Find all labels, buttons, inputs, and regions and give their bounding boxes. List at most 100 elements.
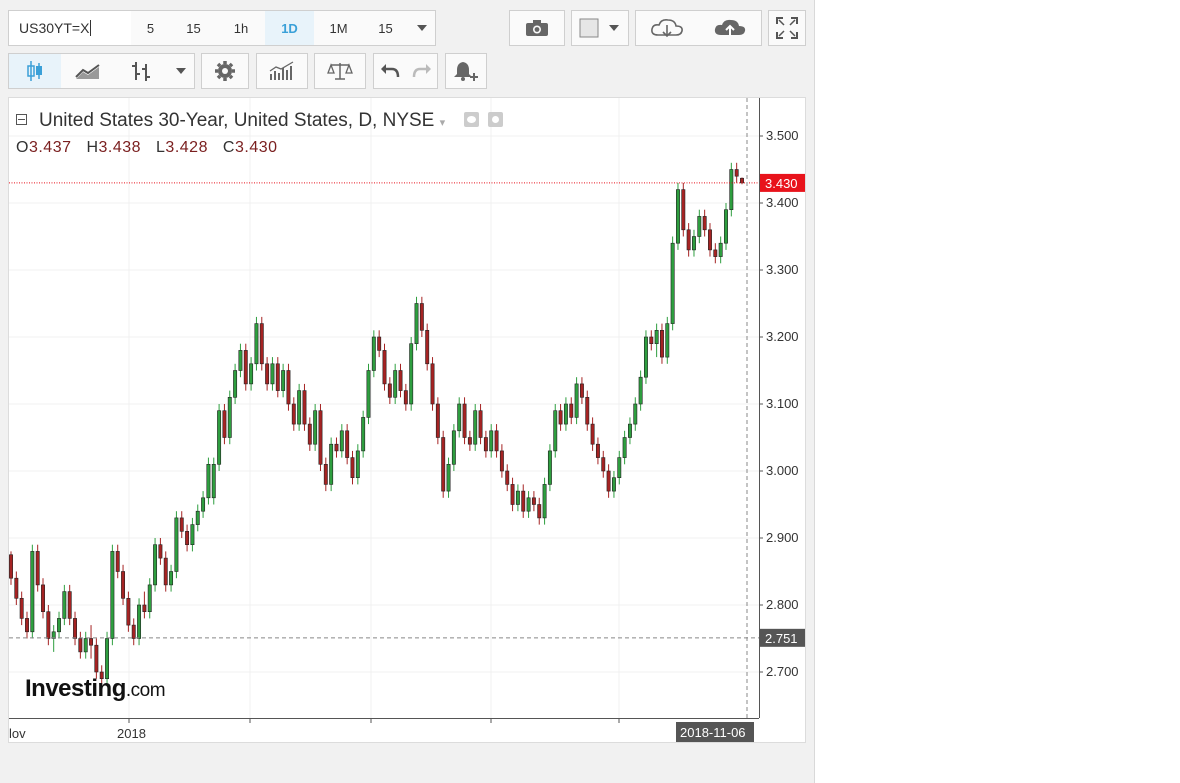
- y-tick-label: 2.900: [766, 530, 799, 545]
- candle-body: [740, 177, 744, 184]
- chart-type-dropdown[interactable]: [167, 53, 195, 89]
- chevron-down-icon[interactable]: ▾: [439, 117, 446, 129]
- candle-body: [361, 417, 366, 452]
- symbol-input[interactable]: US30YT=X: [8, 10, 132, 46]
- candle-body: [547, 450, 552, 485]
- candle-body: [473, 410, 478, 445]
- candlestick-chart-button[interactable]: [8, 53, 62, 89]
- timeframe-label: 5: [146, 20, 155, 36]
- candle-body: [83, 638, 88, 653]
- scale-balance-icon: [327, 63, 353, 80]
- candle-body: [158, 544, 163, 559]
- interval-15-button[interactable]: 15: [363, 10, 409, 46]
- candle-body: [526, 497, 531, 512]
- redo-button[interactable]: [406, 53, 438, 89]
- candle-body: [30, 551, 35, 633]
- timeframe-15-button[interactable]: 15: [170, 10, 218, 46]
- candle-body: [105, 638, 109, 680]
- candle-body: [654, 330, 659, 345]
- candlestick-icon: [27, 61, 42, 81]
- candle-body: [46, 611, 51, 639]
- indicators-button[interactable]: [256, 53, 308, 89]
- add-alert-button[interactable]: [445, 53, 487, 89]
- current-price-tag: [760, 173, 805, 192]
- candle-body: [254, 323, 259, 365]
- candle-body: [398, 370, 403, 391]
- candle-body: [478, 410, 483, 438]
- text-cursor: [90, 20, 92, 36]
- settings-button[interactable]: [201, 53, 249, 89]
- collapse-legend-icon[interactable]: [16, 114, 27, 125]
- candle-body: [403, 390, 408, 405]
- candle-body: [665, 323, 670, 358]
- candle-body: [323, 463, 328, 485]
- bar-chart-type-button[interactable]: [114, 53, 168, 89]
- candle-body: [510, 484, 515, 505]
- candle-body: [366, 370, 371, 418]
- candle-body: [339, 430, 344, 452]
- candle-body: [515, 490, 520, 505]
- candle-body: [179, 517, 184, 532]
- candle-body: [307, 423, 312, 445]
- candle-body: [558, 410, 563, 425]
- compare-button[interactable]: [314, 53, 366, 89]
- indicators-icon: [269, 61, 294, 80]
- high-label: H: [86, 139, 99, 156]
- load-layout-button[interactable]: [635, 10, 699, 46]
- candle-body: [660, 330, 664, 358]
- candle-body: [110, 551, 115, 639]
- timeframe-label: 1D: [281, 20, 298, 36]
- investing-logo: Investing.com: [25, 675, 166, 703]
- y-tick-label: 3.100: [766, 396, 799, 411]
- undo-button[interactable]: [373, 53, 407, 89]
- candle-body: [606, 470, 611, 492]
- save-layout-button[interactable]: [698, 10, 762, 46]
- candle-body: [435, 403, 440, 438]
- y-tick-label: 3.200: [766, 329, 799, 344]
- candle-body: [217, 410, 222, 465]
- ohlc-bars-icon: [131, 62, 150, 81]
- candle-body: [206, 463, 211, 499]
- color-picker-button[interactable]: [571, 10, 629, 46]
- series-settings-gear-icon[interactable]: [487, 112, 503, 127]
- candle-body: [142, 604, 147, 612]
- snapshot-button[interactable]: [509, 10, 565, 46]
- candle-body: [259, 323, 264, 365]
- symbol-text: US30YT=X: [19, 20, 90, 36]
- candle-body: [627, 423, 632, 438]
- timeframe-1m-button[interactable]: 1M: [314, 10, 364, 46]
- chart-pane[interactable]: 3.500 3.400 3.300 3.200 3.100 3.000 2.900 2.800…: [8, 97, 806, 743]
- candle-body: [467, 437, 472, 445]
- candle-body: [681, 189, 686, 231]
- candle-body: [355, 450, 360, 478]
- timeframe-1d-button[interactable]: 1D: [265, 10, 315, 46]
- candle-body: [462, 403, 467, 438]
- candle-body: [35, 551, 40, 586]
- visibility-eye-icon[interactable]: [464, 112, 480, 127]
- timeframe-label: 15: [186, 20, 201, 36]
- candle-body: [201, 497, 206, 512]
- candle-body: [153, 544, 158, 586]
- close-label: C: [222, 139, 235, 156]
- candle-body: [676, 189, 680, 244]
- candle-body: [233, 370, 238, 398]
- alert-bell-plus-icon: [454, 62, 478, 81]
- candle-body: [734, 169, 739, 177]
- timeframe-5-button[interactable]: 5: [131, 10, 171, 46]
- candle-body: [67, 591, 72, 619]
- candle-body: [446, 463, 451, 492]
- candle-body: [350, 457, 355, 479]
- candle-body: [729, 169, 734, 211]
- candle-body: [297, 390, 302, 425]
- logo-brand: Investing: [25, 675, 126, 702]
- fullscreen-button[interactable]: [768, 10, 806, 46]
- crosshair-date-tag: [676, 722, 754, 742]
- candle-body: [334, 443, 339, 452]
- price-chart[interactable]: 3.500 3.400 3.300 3.200 3.100 3.000 2.900 2.800…: [9, 98, 806, 743]
- candle-body: [174, 517, 179, 572]
- candle-body: [94, 644, 99, 673]
- timeframe-1h-button[interactable]: 1h: [217, 10, 266, 46]
- area-chart-button[interactable]: [61, 53, 115, 89]
- interval-dropdown-button[interactable]: [408, 10, 436, 46]
- candle-body: [622, 437, 627, 458]
